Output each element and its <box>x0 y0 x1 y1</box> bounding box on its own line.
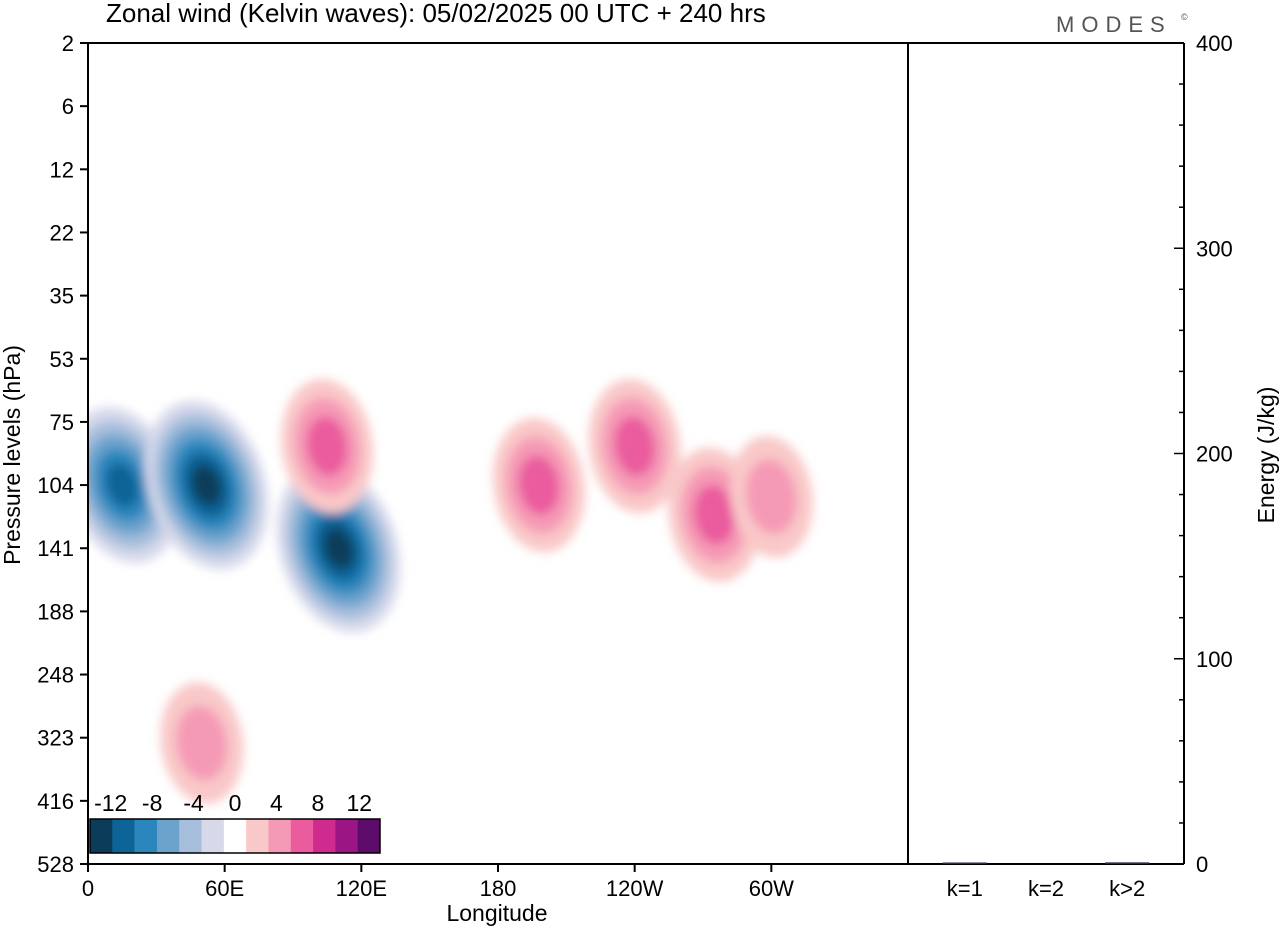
energy-category-label: k>2 <box>1109 876 1145 901</box>
pressure-axis: 2 6 12 22 35 53 75 104 141 188 248 323 416 528 <box>37 31 88 877</box>
energy-tick-label: 300 <box>1196 236 1233 261</box>
energy-ticks: 0 100 200 300 400 <box>1174 31 1233 877</box>
y-tick-label: 35 <box>50 284 74 309</box>
y-tick-label: 75 <box>50 410 74 435</box>
colorbar-tick-label: 0 <box>229 790 242 816</box>
contour-level <box>323 527 354 569</box>
y-tick-label: 2 <box>62 31 74 56</box>
y-tick-label: 188 <box>37 599 74 624</box>
contour-level <box>693 484 735 545</box>
brand-mark: © <box>1181 12 1188 22</box>
y-tick-label: 22 <box>50 220 74 245</box>
energy-bar <box>1105 862 1150 864</box>
y-tick-label: 6 <box>62 94 74 119</box>
longitude-axis: 0 60E 120E 180 120W 60W <box>82 864 794 901</box>
chart-title: Zonal wind (Kelvin waves): 05/02/2025 00… <box>106 0 766 28</box>
colorbar-tick-label: 12 <box>346 790 372 816</box>
energy-category-label: k=1 <box>947 876 983 901</box>
wind-feature-6 <box>588 379 681 514</box>
y-tick-label: 248 <box>37 663 74 688</box>
y-axis-label: Pressure levels (hPa) <box>0 345 25 565</box>
energy-bars: k=1 k=2 k>2 <box>942 862 1150 901</box>
contour-level <box>176 705 228 781</box>
wind-feature-4 <box>281 379 374 514</box>
x-tick-label: 120E <box>336 876 387 901</box>
energy-category-label: k=2 <box>1028 876 1064 901</box>
y-tick-label: 53 <box>50 347 74 372</box>
y-tick-label: 416 <box>37 789 74 814</box>
x-tick-label: 180 <box>480 876 517 901</box>
x-tick-label: 60E <box>205 876 244 901</box>
colorbar-tick-label: 4 <box>270 790 283 816</box>
colorbar-tick-label: 8 <box>311 790 324 816</box>
x-tick-label: 60W <box>749 876 794 901</box>
colorbar-swatch <box>246 819 269 853</box>
energy-tick-label: 0 <box>1196 852 1208 877</box>
contour-level <box>105 462 139 508</box>
colorbar-tick-label: -8 <box>142 790 162 816</box>
colorbar-swatch <box>290 819 314 853</box>
contour-level <box>306 416 348 476</box>
colorbar: -12 -8 -4 0 4 8 12 <box>89 790 381 854</box>
colorbar-swatch <box>223 819 247 853</box>
energy-tick-label: 200 <box>1196 442 1233 467</box>
wind-feature-2 <box>144 400 269 570</box>
wind-feature-5 <box>493 418 585 553</box>
contour-level <box>745 459 797 535</box>
x-axis-label: Longitude <box>446 900 547 926</box>
colorbar-tick-label: -4 <box>183 790 204 816</box>
y-tick-label: 528 <box>37 852 74 877</box>
energy-bar <box>942 862 987 864</box>
wind-feature-9 <box>160 682 244 804</box>
contour-level <box>614 416 656 476</box>
wind-feature-3 <box>276 463 401 633</box>
contour-level <box>518 455 560 515</box>
colorbar-swatch <box>179 819 202 853</box>
energy-tick-label: 100 <box>1196 647 1233 672</box>
y-tick-label: 323 <box>37 726 74 751</box>
y-tick-label: 141 <box>37 536 74 561</box>
colorbar-swatch <box>90 819 113 853</box>
colorbar-swatch <box>335 819 358 853</box>
y-tick-label: 104 <box>37 473 74 498</box>
colorbar-frame <box>89 818 381 854</box>
contour-field <box>88 43 908 864</box>
x-tick-label: 120W <box>606 876 664 901</box>
energy-tick-label: 400 <box>1196 31 1233 56</box>
colorbar-swatch <box>268 819 292 853</box>
colorbar-swatch <box>201 819 225 853</box>
x-tick-label: 0 <box>82 876 94 901</box>
colorbar-swatch <box>112 819 135 853</box>
colorbar-swatch <box>134 819 158 853</box>
energy-axis-label: Energy (J/kg) <box>1253 387 1279 524</box>
wind-feature-8 <box>729 436 813 558</box>
colorbar-swatch <box>357 819 381 853</box>
contour-level <box>191 464 222 506</box>
brand-logo: MODES <box>1056 12 1172 37</box>
colorbar-swatch <box>156 819 180 853</box>
colorbar-tick-label: -12 <box>94 790 127 816</box>
colorbar-swatch <box>313 819 336 853</box>
y-tick-label: 12 <box>50 157 74 182</box>
